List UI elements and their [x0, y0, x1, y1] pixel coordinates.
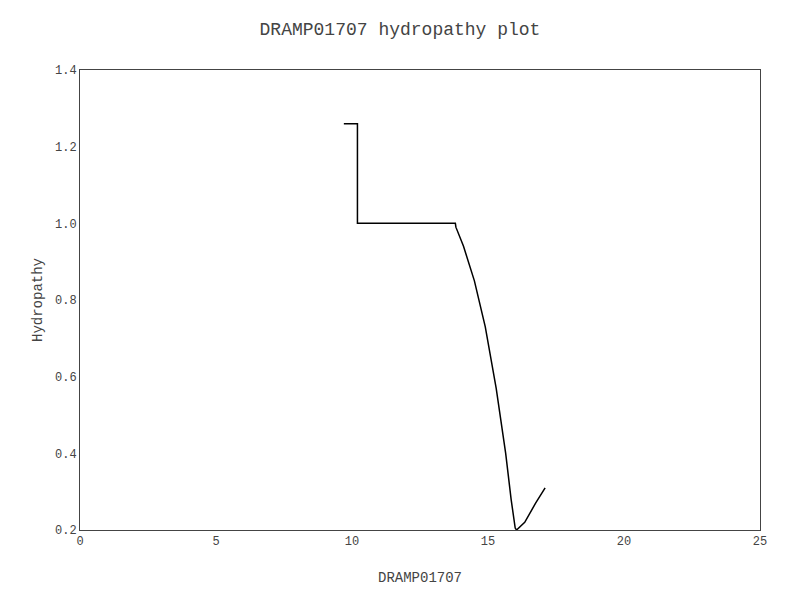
svg-text:10: 10: [345, 535, 359, 549]
svg-text:0.6: 0.6: [55, 371, 77, 385]
svg-text:20: 20: [617, 535, 631, 549]
svg-text:DRAMP01707: DRAMP01707: [378, 570, 462, 586]
svg-text:25: 25: [753, 535, 767, 549]
svg-text:0: 0: [76, 535, 83, 549]
svg-text:1.0: 1.0: [55, 218, 77, 232]
svg-text:5: 5: [212, 535, 219, 549]
svg-text:0.4: 0.4: [55, 448, 77, 462]
svg-text:DRAMP01707 hydropathy plot: DRAMP01707 hydropathy plot: [260, 20, 541, 40]
svg-text:1.2: 1.2: [55, 141, 77, 155]
svg-text:15: 15: [481, 535, 495, 549]
svg-text:0.8: 0.8: [55, 294, 77, 308]
svg-text:0.2: 0.2: [55, 524, 77, 538]
svg-text:1.4: 1.4: [55, 64, 77, 78]
svg-text:Hydropathy: Hydropathy: [30, 258, 46, 342]
